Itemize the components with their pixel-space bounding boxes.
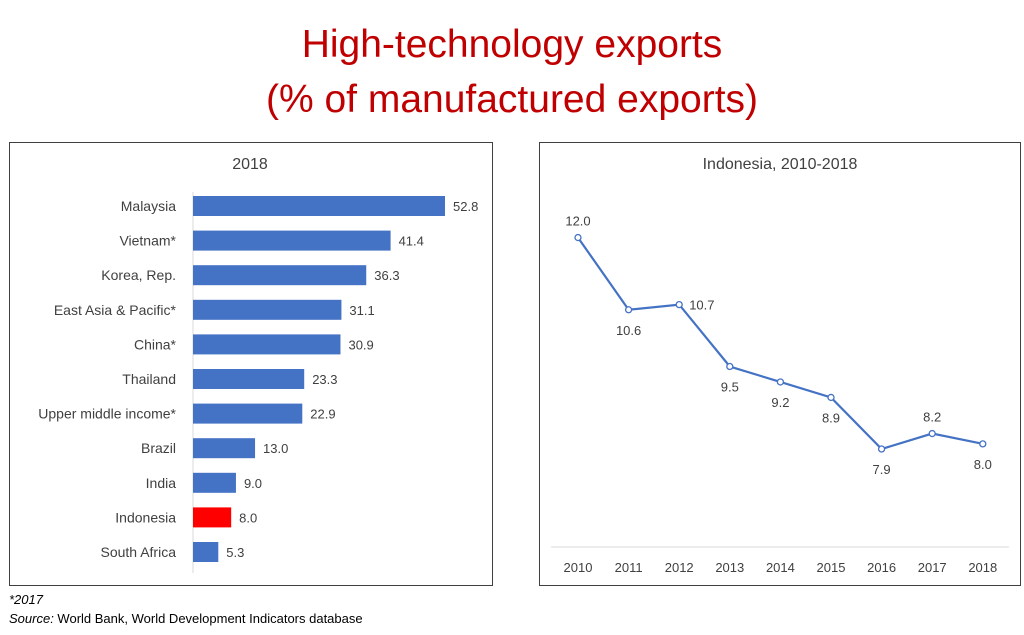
data-point	[624, 306, 633, 314]
x-tick-label: 2011	[615, 560, 643, 575]
bar	[193, 299, 342, 320]
category-label: India	[146, 475, 177, 491]
category-label: Vietnam*	[119, 233, 176, 249]
data-point	[979, 440, 987, 448]
data-label: 9.5	[721, 380, 739, 395]
data-label: 9.2	[771, 395, 789, 410]
category-label: Thailand	[122, 371, 176, 387]
data-label: 13.0	[263, 441, 288, 456]
data-label: 52.8	[453, 199, 478, 214]
x-tick-label: 2014	[766, 560, 795, 575]
x-tick-label: 2012	[665, 560, 694, 575]
bar	[193, 507, 232, 528]
bar	[193, 265, 367, 286]
source-text: World Bank, World Development Indicators…	[53, 611, 363, 626]
data-label: 23.3	[312, 372, 337, 387]
line-chart: Indonesia, 2010-2018 12.0 2010 10.6 2011 10.…	[551, 156, 1009, 575]
bar	[193, 334, 341, 355]
data-label: 10.7	[689, 298, 714, 313]
source-label: Source:	[9, 611, 54, 626]
data-label: 31.1	[349, 303, 374, 318]
data-label: 12.0	[565, 214, 590, 229]
data-point	[675, 300, 683, 309]
x-tick-label: 2010	[564, 560, 593, 575]
category-label: Korea, Rep.	[101, 267, 176, 283]
data-point	[776, 378, 785, 386]
category-label: China*	[134, 336, 177, 352]
data-label: 30.9	[348, 337, 373, 352]
bar-chart: 2018 Malaysia 52.8 Vietnam* 41.4 Korea, Rep.…	[38, 156, 478, 573]
x-tick-label: 2013	[715, 560, 744, 575]
data-label: 36.3	[374, 268, 399, 283]
data-label: 8.2	[923, 410, 941, 425]
data-label: 8.0	[239, 510, 257, 525]
line-chart-title: Indonesia, 2010-2018	[703, 156, 858, 173]
series-line	[577, 236, 984, 451]
data-label: 8.9	[822, 410, 840, 425]
data-point	[877, 445, 886, 453]
x-tick-label: 2015	[817, 560, 846, 575]
category-label: Brazil	[141, 440, 176, 456]
bar	[193, 438, 256, 459]
data-point	[574, 233, 582, 242]
data-label: 22.9	[310, 407, 335, 422]
bar	[193, 369, 305, 389]
footnote-source: Source: World Bank, World Development In…	[9, 611, 363, 626]
data-point	[726, 362, 734, 371]
data-point	[827, 393, 835, 402]
category-label: Malaysia	[121, 198, 176, 214]
data-point	[928, 429, 936, 438]
data-label: 8.0	[974, 457, 992, 472]
bar	[193, 403, 303, 424]
bar	[193, 542, 219, 562]
data-label: 7.9	[873, 462, 891, 477]
bar-chart-title: 2018	[232, 156, 268, 173]
category-label: East Asia & Pacific*	[54, 302, 177, 318]
category-label: South Africa	[101, 544, 177, 560]
data-label: 9.0	[244, 476, 262, 491]
data-label: 10.6	[616, 323, 641, 338]
bar	[193, 472, 236, 493]
category-label: Indonesia	[115, 509, 176, 525]
bar	[193, 196, 445, 216]
x-tick-label: 2016	[867, 560, 896, 575]
bar-chart-frame: 2018 Malaysia 52.8 Vietnam* 41.4 Korea, Rep.…	[9, 142, 493, 586]
bar	[193, 230, 391, 251]
category-label: Upper middle income*	[38, 406, 176, 422]
footnote-note: *2017	[9, 592, 43, 607]
data-label: 41.4	[399, 234, 424, 249]
title-line-2: (% of manufactured exports)	[265, 78, 759, 121]
data-label: 5.3	[226, 545, 244, 560]
x-tick-label: 2017	[918, 560, 947, 575]
line-chart-frame: Indonesia, 2010-2018 12.0 2010 10.6 2011 10.…	[539, 142, 1021, 586]
title-line-1: High-technology exports	[301, 23, 723, 66]
x-tick-label: 2018	[968, 560, 997, 575]
